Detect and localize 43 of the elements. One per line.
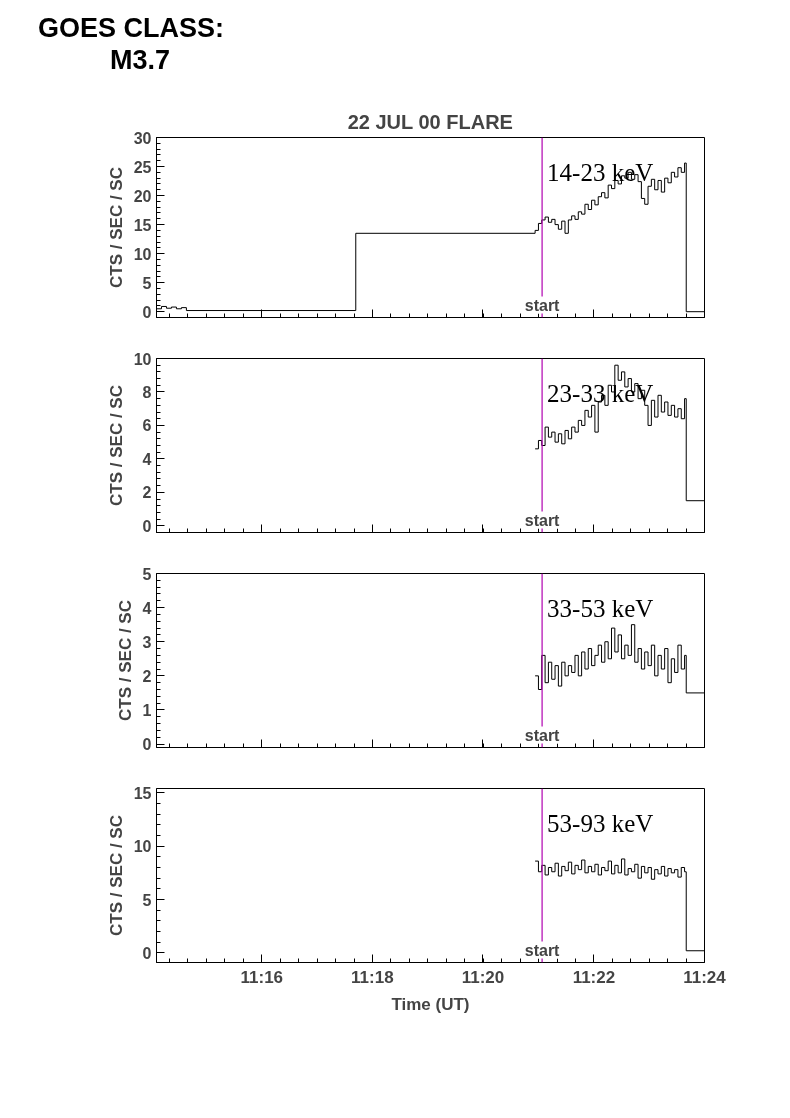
y-tick-label: 4	[142, 450, 152, 468]
y-tick-label: 6	[142, 417, 152, 435]
text: GOES CLASS:	[38, 12, 225, 44]
y-tick-label: 8	[142, 383, 152, 401]
ref-line-label: start	[524, 296, 561, 314]
y-tick-label: 20	[133, 187, 152, 205]
y-tick-label: 0	[142, 736, 152, 754]
text: 33-53 keV	[547, 594, 654, 622]
y-tick-label: 10	[133, 350, 152, 368]
y-axis-title: CTS / SEC / SC	[106, 815, 126, 936]
y-axis-title: CTS / SEC / SC	[106, 167, 126, 288]
y-tick-label: 15	[133, 784, 152, 802]
ref-line-label: start	[524, 511, 561, 529]
y-tick-label: 5	[142, 565, 152, 583]
x-tick-label: 11:18	[351, 967, 394, 987]
y-tick-label: 0	[142, 944, 152, 962]
text: 53-93 keV	[547, 809, 654, 837]
x-tick-label: 11:22	[572, 967, 616, 987]
y-tick-label: 2	[142, 667, 152, 685]
y-tick-label: 4	[142, 599, 152, 617]
x-axis-title: Time (UT)	[391, 994, 470, 1014]
y-tick-label: 25	[133, 158, 152, 176]
ref-line-label: start	[524, 726, 561, 744]
chart-title: 22 JUL 00 FLARE	[347, 110, 513, 133]
y-tick-label: 3	[142, 633, 152, 651]
y-tick-label: 0	[142, 303, 152, 321]
y-tick-label: 5	[142, 891, 152, 909]
ref-line-label: start	[524, 941, 561, 959]
y-axis-title: CTS / SEC / SC	[106, 385, 126, 506]
text: 14-23 keV	[547, 158, 654, 186]
y-tick-label: 15	[133, 216, 152, 234]
y-axis-title: CTS / SEC / SC	[115, 600, 135, 721]
text: M3.7	[109, 44, 172, 76]
y-tick-label: 5	[142, 274, 152, 292]
y-tick-label: 0	[142, 517, 152, 535]
x-tick-label: 11:24	[683, 967, 727, 987]
x-tick-label: 11:20	[461, 967, 505, 987]
y-tick-label: 10	[133, 245, 152, 263]
y-tick-label: 1	[142, 701, 152, 719]
x-tick-label: 11:16	[240, 967, 284, 987]
y-tick-label: 30	[133, 129, 152, 147]
y-tick-label: 10	[133, 838, 152, 856]
y-tick-label: 2	[142, 484, 152, 502]
